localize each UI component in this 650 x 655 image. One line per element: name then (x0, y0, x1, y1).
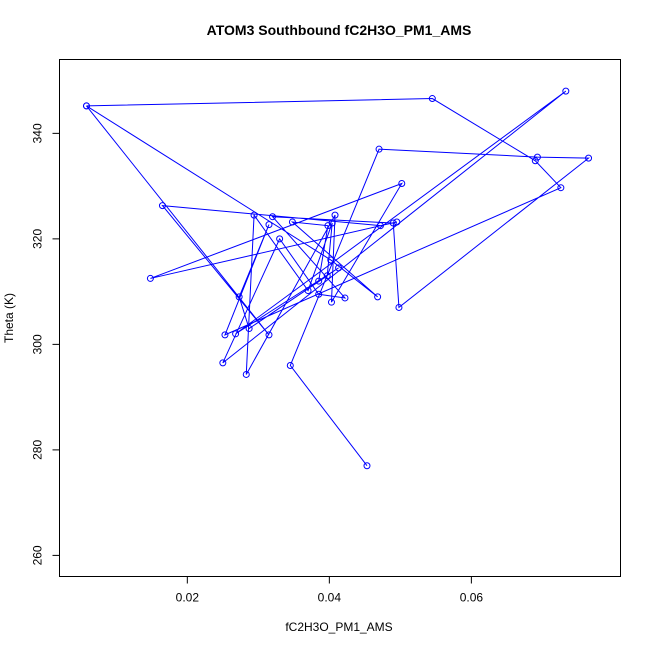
data-point (341, 294, 349, 302)
data-point (533, 153, 541, 161)
series-line (86, 90, 590, 467)
x-axis-label: fC2H3O_PM1_AMS (285, 620, 392, 634)
data-point (158, 202, 166, 210)
data-point (269, 213, 277, 221)
plot-frame (59, 59, 621, 577)
data-point (398, 179, 406, 187)
data-point (393, 218, 401, 226)
y-tick-label: 260 (31, 545, 45, 565)
data-point (363, 462, 371, 470)
data-point (376, 222, 384, 230)
data-point (304, 287, 312, 295)
data-point (323, 272, 331, 280)
data-point (428, 95, 436, 103)
x-tick-label: 0.02 (176, 591, 200, 605)
data-point (286, 361, 294, 369)
data-point (315, 277, 323, 285)
data-point (315, 290, 323, 298)
y-tick-label: 340 (31, 123, 45, 143)
data-point (562, 87, 570, 95)
chart-title: ATOM3 Southbound fC2H3O_PM1_AMS (207, 22, 472, 38)
data-point (327, 256, 335, 264)
x-axis: 0.02 0.04 0.06 (176, 576, 484, 605)
data-point (395, 303, 403, 311)
data-point (276, 235, 284, 243)
data-point (232, 330, 240, 338)
series-layer (82, 87, 593, 470)
x-tick-label: 0.04 (318, 591, 342, 605)
data-point (221, 331, 229, 339)
data-point (265, 331, 273, 339)
data-point (328, 219, 336, 227)
y-tick-label: 280 (31, 440, 45, 460)
data-point (531, 157, 539, 165)
data-point (146, 274, 154, 282)
data-point (235, 293, 243, 301)
data-point (242, 370, 250, 378)
data-point (331, 211, 339, 219)
data-point (374, 293, 382, 301)
data-point (82, 102, 90, 110)
x-tick-label: 0.06 (460, 591, 484, 605)
data-point (219, 359, 227, 367)
data-point (250, 211, 258, 219)
y-tick-label: 300 (31, 334, 45, 354)
data-point (375, 145, 383, 153)
data-point (265, 221, 273, 229)
y-axis: 260 280 300 320 340 (31, 123, 60, 565)
data-point (288, 218, 296, 226)
data-point (557, 184, 565, 192)
y-tick-label: 320 (31, 229, 45, 249)
data-point (245, 325, 253, 333)
data-point (585, 154, 593, 162)
data-point (389, 219, 397, 227)
data-point (327, 298, 335, 306)
data-point (335, 264, 343, 272)
y-axis-label: Theta (K) (2, 293, 16, 343)
